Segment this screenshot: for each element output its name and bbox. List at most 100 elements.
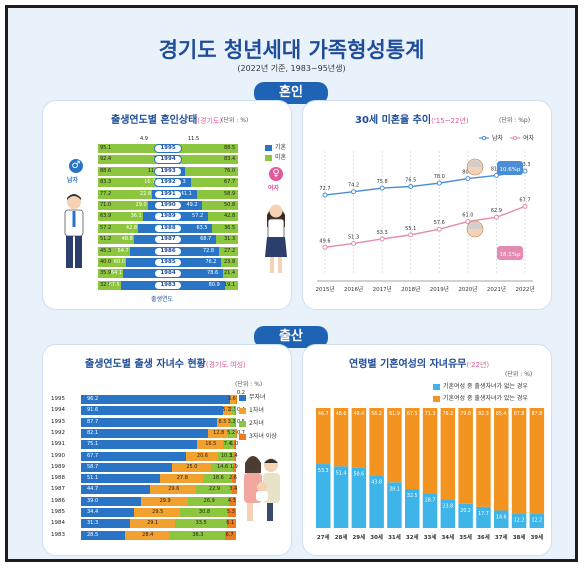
has-child-bar [511,408,527,514]
female-married-bar [168,280,225,290]
marital-status-card: 출생연도별 혼인상태(경기도) (단위 : %) 95.14.911.588.5… [42,100,292,310]
male-married-bar [138,223,168,233]
stacked-bar-segment [129,519,175,529]
segment-value: 1.4 [229,452,238,459]
no-child-value: 12.2 [514,517,525,523]
no-child-bar [476,506,491,528]
has-child-value: 82.3 [478,411,489,417]
no-child-value: 53.3 [318,468,329,474]
segment-value: 44.7 [87,486,99,493]
panel4-title: 연령별 기혼여성의 자녀유무('22년) [349,359,490,370]
x-tick-label: 2017년 [373,285,392,293]
stacked-bar-segment [81,428,209,438]
male-single-value: 95.1 [100,145,112,151]
data-point [408,184,414,190]
stacked-bar-segment [216,417,231,427]
male-single-value: 83.3 [100,179,112,186]
segment-value: 5.3 [226,509,235,515]
legend-one-child: 1자녀 [239,407,264,414]
female-married-value: 78.6 [207,270,219,277]
stacked-bar-segment [197,440,223,450]
stacked-bar-segment [185,451,218,461]
stacked-bar-segment [81,451,186,461]
x-tick-label: 2020년 [458,285,477,293]
male-change-value: 10.6%p [500,167,521,173]
section-label-marriage: 혼인 [254,82,328,104]
stacked-bar-segment [230,417,236,427]
birth-year-label: 1985 [51,509,65,515]
stacked-bar-segment [217,451,234,461]
segment-value: 87.7 [87,418,99,425]
data-label: 61.0 [462,213,473,219]
female-single-value: 76.0 [224,167,236,174]
section-label-birth: 출산 [254,326,328,348]
male-symbol-icon: ♂ [69,159,83,173]
male-single-value: 77.2 [100,190,112,197]
has-child-bar [369,408,384,476]
stacked-bar-segment [141,496,188,506]
segment-value: 5.7 [222,407,231,414]
data-point [322,192,328,198]
line-series-female [324,205,526,248]
male-married-bar [126,258,168,267]
segment-value: 3.6 [227,396,236,402]
child-presence-bar-chart: 46.7 53.3 27세 48.6 51.4 28세 49.4 50.6 29세 56.2 43.… [316,408,545,541]
stacked-bar-segment [171,462,211,472]
page-subtitle: (2022년 기준, 1983~95년생) [237,64,346,73]
data-point [436,180,442,186]
no-child-value: 17.7 [478,511,489,517]
no-child-value: 12.2 [532,517,543,523]
panel3-title: 출생연도별 출생 자녀수 현황(경기도 여성) [85,359,246,370]
female-married-bar [168,269,224,279]
birth-year-label: 1983 [154,280,182,290]
female-single-bar [208,212,238,222]
legend-female-label: 여자 [523,134,535,142]
male-top-married-value: 4.9 [140,136,148,142]
no-child-value: 43.8 [371,479,382,485]
data-label: 67.7 [519,197,530,203]
female-single-value: 36.5 [224,224,236,231]
line-series-male [324,170,526,196]
segment-value: 67.7 [87,452,99,459]
has-child-value: 56.2 [371,411,382,417]
segment-value: 4.3 [227,497,236,504]
male-change-badge [497,161,523,175]
x-tick-label: 2015년 [315,285,334,293]
segment-value: 3.2 [227,418,236,425]
stacked-bar-segment [81,440,198,450]
stacked-bar-segment [222,440,235,450]
female-change-badge [497,246,523,260]
segment-value: 75.1 [87,441,99,448]
no-child-bar [458,503,473,528]
female-single-bar [221,258,238,267]
data-point [522,168,528,174]
elder-man-hair [467,160,483,167]
stacked-bar-segment [169,530,226,540]
stacked-bar-segment [226,519,236,529]
birth-year-label: 1984 [154,269,182,279]
legend-has-children: 기혼여성 중 출생자녀가 있는 경우 [433,395,528,402]
no-child-value: 51.4 [336,470,347,476]
birth-year-label: 1985 [154,258,182,267]
stacked-bar-segment [187,496,230,506]
stacked-bar-segment [203,474,233,484]
male-married-value: 54.7 [117,247,129,254]
male-single-value: 57.2 [100,224,112,231]
male-single-bar [98,178,157,188]
female-married-value: 76.2 [205,259,217,265]
no-child-value: 28.7 [425,498,436,504]
no-child-bar [494,510,509,528]
birth-year-label: 1983 [51,531,65,538]
female-single-bar [196,189,238,199]
data-point [465,176,471,182]
segment-value: 51.1 [87,475,99,482]
x-tick-label: 2022년 [515,285,534,293]
stacked-bar-segment [231,485,237,495]
stacked-bar-segment [81,406,223,416]
x-tick-label: 2021년 [487,285,506,293]
single-rate-line-chart: 2015년 2016년 2017년 2018년 2019년 2020년 2021년 2022년… [315,134,535,293]
data-label: 80.0 [462,170,473,176]
segment-value: 2.3 [228,407,237,414]
data-point [436,226,442,232]
female-married-value: 72.8 [202,247,215,254]
